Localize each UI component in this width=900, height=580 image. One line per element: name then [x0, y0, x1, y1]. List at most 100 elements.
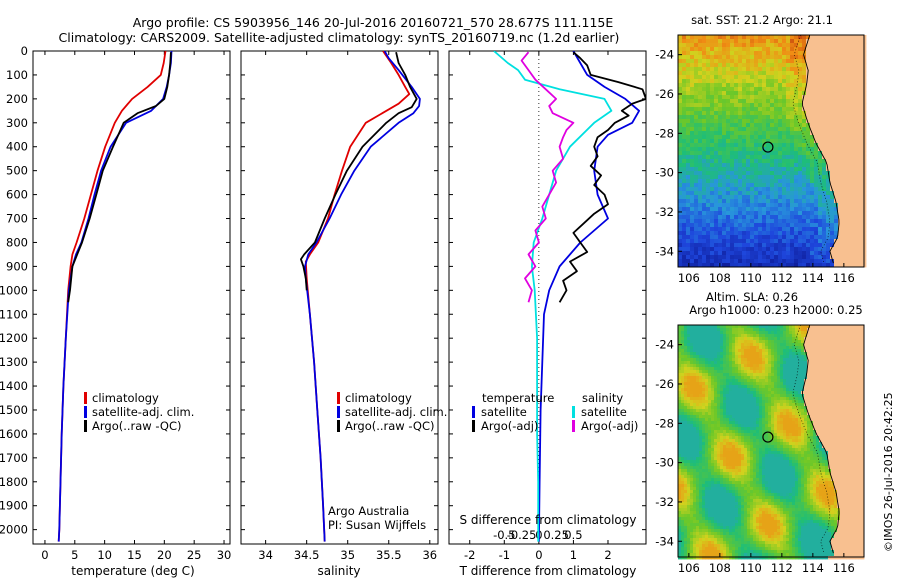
map-cell [826, 119, 831, 124]
map-cell [762, 343, 766, 347]
map-cell [702, 203, 707, 208]
map-cell [834, 59, 839, 64]
map-cell [790, 155, 795, 160]
map-cell [770, 251, 775, 256]
map-cell [778, 159, 783, 164]
map-cell [722, 215, 727, 220]
map-cell [717, 328, 721, 332]
map-cell [686, 99, 691, 104]
map-cell [786, 139, 791, 144]
map-cell [770, 67, 775, 72]
map-cell [717, 412, 721, 416]
map-cell [846, 179, 851, 184]
map-cell [795, 415, 799, 419]
map-cell [768, 331, 772, 335]
map-cell [693, 394, 697, 398]
map-cell [720, 415, 724, 419]
map-cell [774, 382, 778, 386]
map-cell [818, 39, 823, 44]
map-cell [834, 171, 839, 176]
map-cell [842, 155, 847, 160]
map-cell [794, 159, 799, 164]
map-cell [806, 79, 811, 84]
map-cell [786, 418, 790, 422]
map-cell [802, 75, 807, 80]
map-cell [746, 39, 751, 44]
map-cell [768, 364, 772, 368]
map-cell [858, 135, 863, 140]
map-cell [826, 223, 831, 228]
map-cell [834, 340, 838, 344]
map-cell [822, 167, 827, 172]
map-cell [682, 75, 687, 80]
map-cell [843, 406, 847, 410]
map-cell [846, 388, 850, 392]
map-cell [714, 227, 719, 232]
map-cell [810, 340, 814, 344]
map-cell [826, 135, 831, 140]
map-cell [734, 207, 739, 212]
map-cell [768, 340, 772, 344]
map-cell [807, 361, 811, 365]
map-cell [714, 415, 718, 419]
map-cell [778, 139, 783, 144]
map-cell [754, 143, 759, 148]
map-cell [694, 147, 699, 152]
map-cell [861, 397, 865, 401]
map-cell [758, 131, 763, 136]
legend-swatch-argo [84, 420, 87, 432]
map-cell [762, 243, 767, 248]
map-cell [765, 349, 769, 353]
map-cell [726, 71, 731, 76]
map-cell [750, 143, 755, 148]
map-cell [742, 51, 747, 56]
map-cell [723, 325, 727, 329]
map-cell [782, 187, 787, 192]
map-cell [686, 35, 691, 40]
map-cell [789, 331, 793, 335]
map-cell [838, 67, 843, 72]
map-cell [842, 99, 847, 104]
map-cell [762, 334, 766, 338]
map-cell [720, 379, 724, 383]
map-cell [789, 352, 793, 356]
map-cell [693, 412, 697, 416]
map-cell [734, 227, 739, 232]
lon-tick-label: 110 [740, 271, 762, 285]
map-cell [852, 334, 856, 338]
map-cell [819, 334, 823, 338]
map-cell [698, 163, 703, 168]
map-cell [720, 376, 724, 380]
map-cell [807, 376, 811, 380]
map-cell [684, 397, 688, 401]
map-cell [838, 259, 843, 264]
map-cell [825, 376, 829, 380]
depth-tick-label: 0 [21, 44, 28, 58]
map-cell [738, 151, 743, 156]
map-cell [738, 325, 742, 329]
map-cell [718, 151, 723, 156]
map-cell [810, 251, 815, 256]
map-cell [852, 388, 856, 392]
map-cell [722, 235, 727, 240]
map-cell [806, 135, 811, 140]
map-cell [678, 91, 683, 96]
map-cell [762, 331, 766, 335]
map-cell [822, 151, 827, 156]
map-cell [738, 171, 743, 176]
map-cell [771, 331, 775, 335]
map-cell [814, 195, 819, 200]
map-cell [778, 95, 783, 100]
map-cell [798, 409, 802, 413]
map-cell [854, 135, 859, 140]
map-cell [682, 167, 687, 172]
map-cell [850, 251, 855, 256]
map-cell [858, 183, 863, 188]
map-cell [810, 163, 815, 168]
map-cell [702, 179, 707, 184]
map-cell [834, 155, 839, 160]
map-cell [708, 358, 712, 362]
map-cell [778, 43, 783, 48]
map-cell [758, 111, 763, 116]
map-cell [710, 39, 715, 44]
